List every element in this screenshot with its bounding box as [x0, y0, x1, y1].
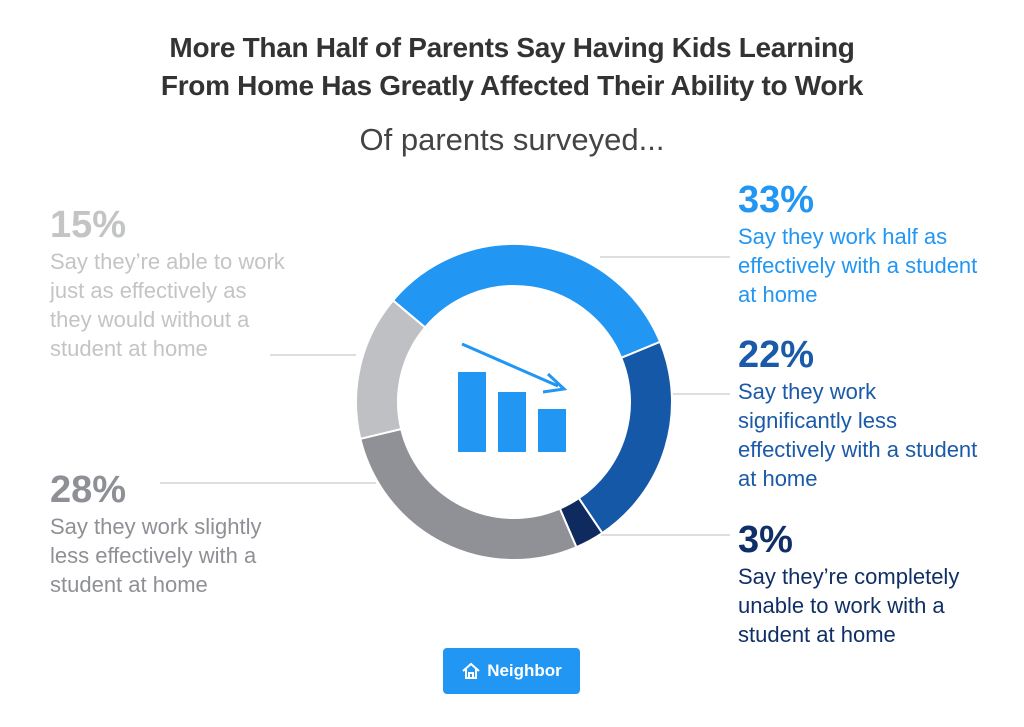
data-label: 3% Say they’re completely unable to work …	[738, 518, 978, 649]
logo[interactable]: Neighbor	[443, 648, 580, 694]
title-line: More Than Half of Parents Say Having Kid…	[169, 32, 855, 63]
value-label: 22%	[738, 334, 815, 376]
category-label: Say they’re completely unable to work wi…	[738, 564, 960, 647]
leader-lines	[160, 256, 730, 536]
logo-icon	[462, 662, 480, 679]
data-label: 22% Say they work significantly less effe…	[738, 333, 978, 493]
category-label: Say they’re able to work just as effecti…	[50, 249, 285, 361]
category-label: Say they work slightly less effectively …	[50, 514, 262, 597]
value-label: 15%	[50, 204, 127, 246]
subtitle: Of parents surveyed...	[359, 122, 665, 157]
center-icon	[458, 342, 568, 452]
donut-segment	[355, 299, 427, 440]
data-label: 33% Say they work half as effectively wit…	[738, 178, 978, 309]
value-label: 28%	[50, 469, 127, 511]
donut-segment	[577, 340, 673, 535]
data-label: 28% Say they work slightly less effective…	[50, 468, 290, 599]
title-line: From Home Has Greatly Affected Their Abi…	[160, 70, 864, 101]
category-label: Say they work half as effectively with a…	[738, 224, 978, 307]
data-label: 15% Say they’re able to work just as effe…	[50, 203, 285, 363]
category-label: Say they work significantly less effecti…	[738, 379, 978, 491]
logo-text: Neighbor	[487, 661, 562, 680]
value-label: 3%	[738, 519, 793, 561]
donut-segment	[391, 243, 662, 360]
value-label: 33%	[738, 179, 815, 221]
